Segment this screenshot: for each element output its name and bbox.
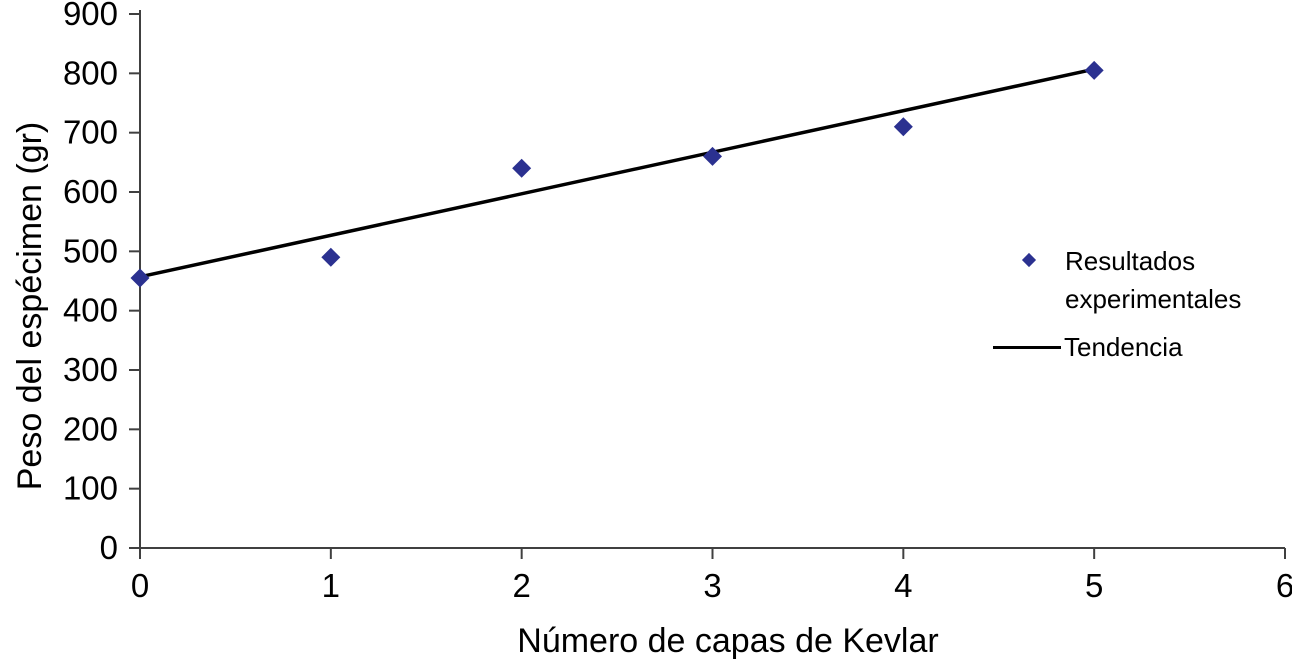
legend-label-line1: Resultados	[1065, 246, 1196, 276]
legend: Resultados experimentales Tendencia	[993, 242, 1241, 366]
x-axis-title: Número de capas de Kevlar	[517, 622, 938, 660]
trend-line-marker-icon	[993, 345, 1061, 349]
data-point	[893, 117, 913, 137]
data-point	[512, 158, 532, 178]
y-tick-label: 600	[63, 173, 118, 210]
y-axis-title: Peso del espécimen (gr)	[11, 122, 49, 491]
y-tick-label: 400	[63, 292, 118, 329]
series-layer	[130, 60, 1104, 288]
y-tick-label: 300	[63, 351, 118, 388]
y-tick-label: 500	[63, 232, 118, 269]
data-point	[130, 268, 150, 288]
y-tick-label: 0	[100, 529, 118, 566]
x-tick-label: 2	[512, 567, 530, 604]
data-point	[1084, 60, 1104, 80]
ticks-layer: 0 100 200 300 400 500 600 700 800 900 0 1 2 3 4 5 6	[63, 0, 1292, 604]
y-tick-label: 900	[63, 0, 118, 32]
y-tick-label: 200	[63, 410, 118, 447]
diamond-marker-icon	[1021, 252, 1037, 268]
x-tick-label: 3	[703, 567, 721, 604]
x-tick-label: 6	[1276, 567, 1292, 604]
y-tick-label: 700	[63, 114, 118, 151]
y-tick-label: 100	[63, 470, 118, 507]
trend-line	[138, 67, 1096, 279]
x-tick-label: 5	[1085, 567, 1103, 604]
x-tick-label: 0	[131, 567, 149, 604]
data-point	[321, 247, 341, 267]
legend-item-experimental: Resultados experimentales	[993, 242, 1241, 318]
legend-label-tendencia: Tendencia	[1064, 332, 1183, 362]
legend-item-trend: Tendencia	[993, 328, 1241, 366]
data-point	[703, 146, 722, 166]
x-tick-label: 4	[894, 567, 912, 604]
y-tick-label: 800	[63, 54, 118, 91]
x-tick-label: 1	[322, 567, 340, 604]
legend-label-line2: experimentales	[1065, 284, 1242, 314]
